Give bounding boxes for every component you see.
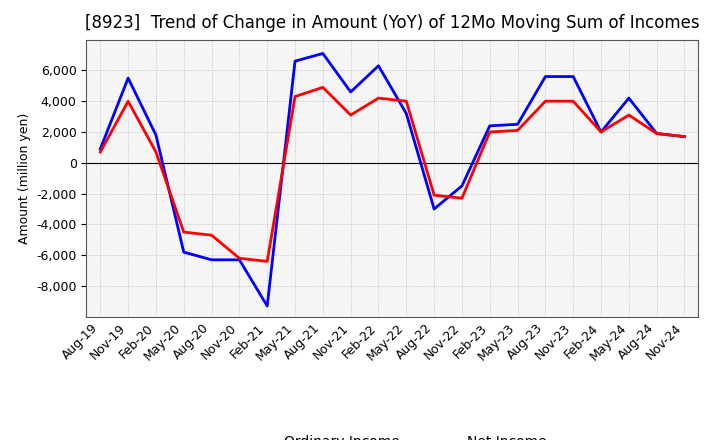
Line: Ordinary Income: Ordinary Income (100, 53, 685, 306)
Ordinary Income (318, 51, 327, 56)
Ordinary Income (124, 75, 132, 81)
Net Income (346, 112, 355, 117)
Ordinary Income (485, 123, 494, 128)
Net Income (291, 94, 300, 99)
Ordinary Income (152, 132, 161, 138)
Legend: Ordinary Income, Net Income: Ordinary Income, Net Income (233, 429, 552, 440)
Title: [8923]  Trend of Change in Amount (YoY) of 12Mo Moving Sum of Incomes: [8923] Trend of Change in Amount (YoY) o… (85, 15, 700, 33)
Net Income (485, 129, 494, 135)
Net Income (318, 84, 327, 90)
Net Income (235, 256, 243, 261)
Net Income (263, 259, 271, 264)
Ordinary Income (402, 111, 410, 116)
Ordinary Income (96, 146, 104, 151)
Ordinary Income (235, 257, 243, 262)
Net Income (374, 95, 383, 101)
Ordinary Income (652, 131, 661, 136)
Net Income (458, 195, 467, 201)
Net Income (680, 134, 689, 139)
Ordinary Income (263, 304, 271, 309)
Net Income (402, 99, 410, 104)
Line: Net Income: Net Income (100, 87, 685, 261)
Ordinary Income (624, 95, 633, 101)
Net Income (513, 128, 522, 133)
Ordinary Income (597, 129, 606, 135)
Ordinary Income (430, 206, 438, 212)
Ordinary Income (541, 74, 550, 79)
Y-axis label: Amount (million yen): Amount (million yen) (17, 113, 31, 244)
Ordinary Income (207, 257, 216, 262)
Ordinary Income (513, 121, 522, 127)
Net Income (624, 112, 633, 117)
Ordinary Income (680, 134, 689, 139)
Ordinary Income (346, 89, 355, 95)
Ordinary Income (458, 183, 467, 188)
Ordinary Income (569, 74, 577, 79)
Ordinary Income (179, 249, 188, 255)
Net Income (430, 192, 438, 198)
Net Income (124, 99, 132, 104)
Net Income (597, 129, 606, 135)
Net Income (541, 99, 550, 104)
Net Income (96, 149, 104, 154)
Net Income (652, 131, 661, 136)
Ordinary Income (291, 59, 300, 64)
Net Income (152, 149, 161, 154)
Net Income (179, 230, 188, 235)
Ordinary Income (374, 63, 383, 68)
Net Income (207, 232, 216, 238)
Net Income (569, 99, 577, 104)
